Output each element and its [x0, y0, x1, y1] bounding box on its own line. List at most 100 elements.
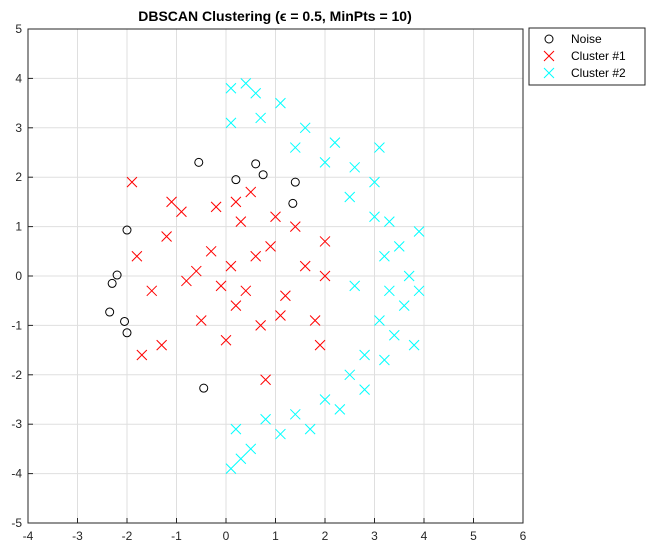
- cluster-2-point: [388, 329, 400, 341]
- legend-label: Noise: [571, 32, 602, 46]
- cluster-2-point: [369, 176, 380, 188]
- cluster-1-point: [166, 196, 177, 208]
- cluster-2-point: [344, 191, 356, 203]
- cluster-1-point: [181, 275, 192, 287]
- noise-point: [120, 316, 130, 326]
- legend-label: Cluster #2: [571, 66, 626, 80]
- cluster-1-point: [131, 250, 143, 262]
- chart-title: DBSCAN Clustering (ϵ = 0.5, MinPts = 10): [138, 8, 412, 24]
- noise-point: [122, 225, 132, 235]
- cluster-2-point: [383, 216, 395, 228]
- cluster-2-point: [304, 423, 316, 435]
- legend-marker-noise: [544, 34, 554, 44]
- cluster-2-point: [250, 87, 262, 99]
- cluster-1-point: [275, 310, 286, 321]
- cluster-2-point: [374, 142, 385, 153]
- cluster-1-point: [146, 285, 158, 297]
- cluster-2-point: [240, 77, 252, 89]
- x-tick-label: 4: [421, 529, 428, 543]
- x-tick-label: -4: [23, 529, 34, 543]
- data-points: [105, 77, 425, 475]
- cluster-1-point: [250, 250, 262, 262]
- legend[interactable]: Noise Cluster #1 Cluster #2: [528, 27, 646, 86]
- noise-point: [288, 198, 298, 208]
- y-tick-label: -3: [11, 417, 22, 431]
- y-tick-label: 5: [15, 22, 22, 36]
- cluster-2-point: [398, 300, 410, 311]
- cluster-1-point: [220, 334, 232, 346]
- cluster-2-point: [359, 384, 370, 395]
- cluster-2-point: [329, 137, 341, 148]
- cluster-1-point: [314, 339, 326, 351]
- cluster-2-point: [408, 339, 420, 351]
- y-tick-label: -2: [11, 368, 22, 382]
- x-tick-label: -2: [122, 529, 133, 543]
- cluster-2-point: [230, 423, 242, 435]
- cluster-2-point: [413, 285, 425, 297]
- cluster-2-point: [403, 270, 415, 282]
- noise-point: [194, 157, 204, 167]
- cluster-2-point: [359, 349, 370, 361]
- cluster-2-point: [349, 161, 361, 173]
- cluster-1-point: [265, 241, 276, 252]
- cluster-2-point: [379, 354, 390, 366]
- noise-point: [112, 270, 122, 280]
- cluster-1-point: [270, 211, 281, 223]
- x-tick-label: 1: [272, 529, 279, 543]
- cluster-2-point: [289, 142, 301, 153]
- cluster-2-point: [319, 394, 331, 405]
- legend-label: Cluster #1: [571, 49, 626, 63]
- x-tick-label: 2: [322, 529, 329, 543]
- cluster-1-point: [230, 196, 242, 208]
- cluster-2-point: [344, 369, 356, 381]
- y-tick-label: -5: [11, 516, 22, 530]
- y-tick-label: -4: [11, 467, 22, 481]
- cluster-1-point: [319, 270, 331, 282]
- cluster-1-point: [289, 221, 301, 232]
- cluster-1-point: [225, 260, 237, 272]
- legend-marker-cluster-1: [543, 50, 555, 62]
- cluster-1-point: [245, 186, 257, 198]
- noise-point: [258, 170, 268, 180]
- cluster-2-point: [369, 211, 380, 223]
- cluster-2-point: [319, 157, 331, 168]
- cluster-1-point: [126, 176, 138, 188]
- cluster-2-point: [374, 315, 385, 326]
- cluster-2-point: [379, 250, 390, 262]
- noise-point: [199, 383, 209, 393]
- x-tick-label: 0: [223, 529, 230, 543]
- cluster-1-point: [176, 206, 187, 218]
- cluster-1-point: [215, 280, 227, 292]
- cluster-1-point: [195, 315, 207, 326]
- y-tick-label: 2: [15, 170, 22, 184]
- legend-marker-cluster-2: [543, 67, 555, 79]
- cluster-1-point: [156, 339, 168, 351]
- cluster-2-point: [413, 226, 425, 237]
- cluster-2-point: [334, 404, 346, 415]
- y-tick-label: 0: [15, 269, 22, 283]
- cluster-1-point: [255, 320, 267, 331]
- cluster-1-point: [260, 374, 271, 386]
- cluster-1-point: [136, 349, 148, 361]
- cluster-2-point: [289, 408, 301, 420]
- cluster-2-point: [235, 453, 247, 465]
- noise-point: [105, 307, 115, 317]
- cluster-2-point: [255, 112, 267, 124]
- noise-point: [122, 328, 132, 338]
- x-tick-label: -3: [72, 529, 83, 543]
- cluster-2-point: [349, 280, 361, 292]
- x-tick-label: 6: [520, 529, 527, 543]
- y-tick-label: -1: [11, 318, 22, 332]
- cluster-1-point: [161, 231, 172, 242]
- x-tick-label: 3: [371, 529, 378, 543]
- cluster-2-point: [225, 117, 237, 129]
- cluster-2-point: [260, 413, 271, 425]
- cluster-1-point: [210, 201, 222, 213]
- cluster-2-point: [245, 443, 257, 455]
- cluster-2-point: [225, 82, 237, 94]
- cluster-1-point: [309, 315, 321, 326]
- cluster-1-point: [299, 260, 311, 272]
- x-tick-label: -1: [171, 529, 182, 543]
- x-tick-label: 5: [470, 529, 477, 543]
